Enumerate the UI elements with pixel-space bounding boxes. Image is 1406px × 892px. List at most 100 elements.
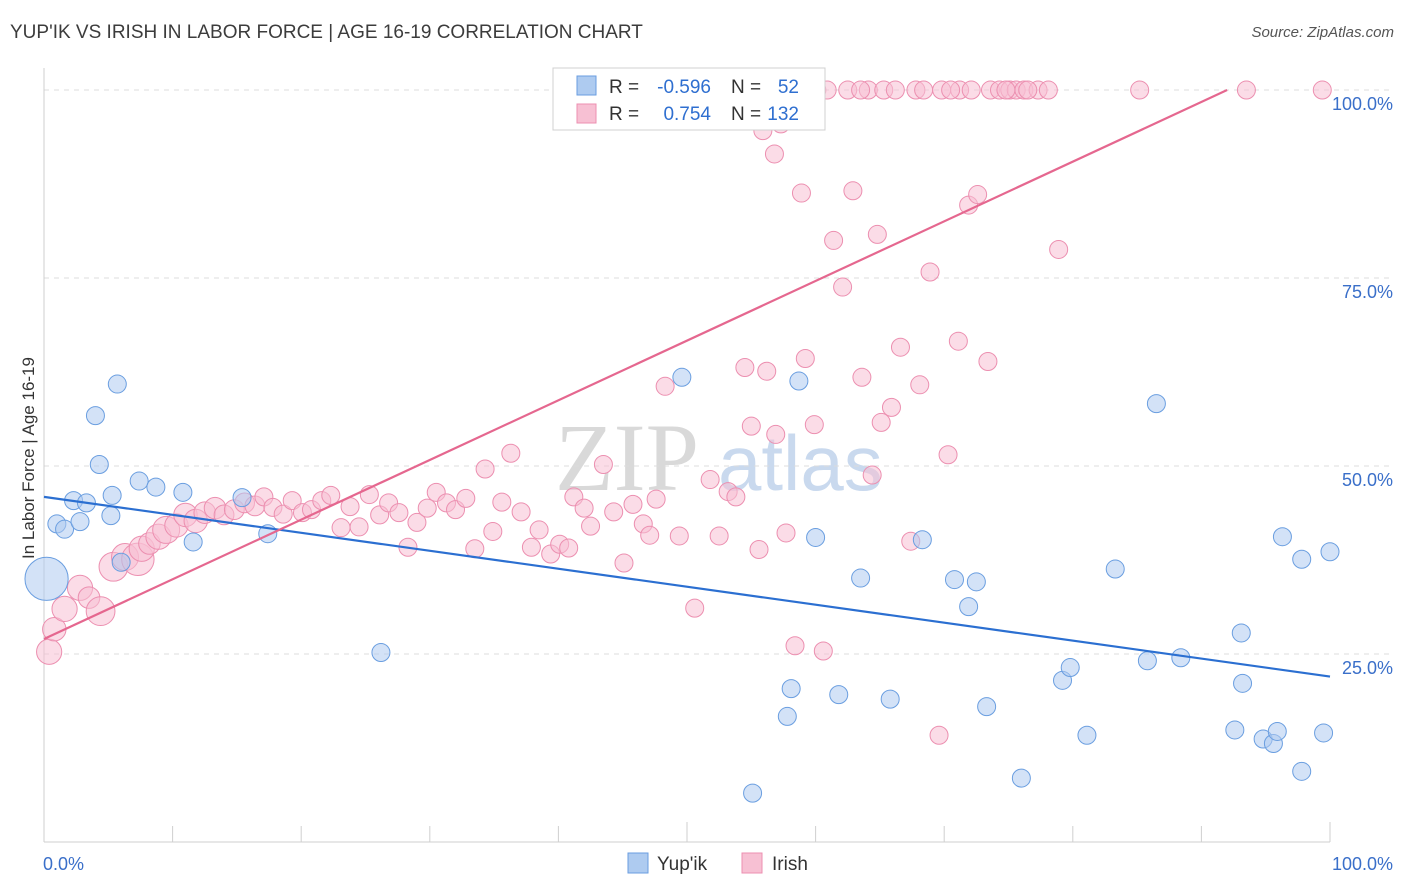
irish-point [851, 80, 871, 100]
irish-point [996, 80, 1016, 100]
legend-n-label-irish: N = [731, 104, 761, 125]
watermark-atlas: atlas [718, 419, 883, 507]
irish-point [741, 416, 761, 436]
irish-point [685, 598, 705, 618]
legend-r-label-irish: R = [609, 104, 639, 125]
chart-title: YUP'IK VS IRISH IN LABOR FORCE | AGE 16-… [10, 22, 643, 43]
irish-point [273, 504, 293, 524]
irish-point [417, 498, 437, 518]
yupik-point [851, 568, 871, 588]
irish-point [1312, 80, 1332, 100]
irish-point [511, 502, 531, 522]
irish-point [349, 517, 369, 537]
irish-point [321, 485, 341, 505]
yupik-point [232, 488, 252, 508]
yupik-point [1267, 721, 1287, 741]
irish-point [843, 181, 863, 201]
yupik-point [1233, 673, 1253, 693]
irish-point [559, 538, 579, 558]
irish-point [655, 376, 675, 396]
yupik-point [806, 527, 826, 547]
yupik-point [789, 371, 809, 391]
axes [43, 68, 1331, 843]
yupik-point [1137, 651, 1157, 671]
irish-point [885, 80, 905, 100]
irish-point [726, 487, 746, 507]
yupik-point [146, 477, 166, 497]
yupik-point [672, 367, 692, 387]
irish-point [910, 375, 930, 395]
irish-point [669, 526, 689, 546]
irish-point [785, 636, 805, 656]
irish-point [700, 470, 720, 490]
irish-point [331, 518, 351, 538]
y-tick-label: 25.0% [1342, 658, 1393, 678]
irish-point [475, 459, 495, 479]
yupik-point [101, 506, 121, 526]
irish-point [614, 553, 634, 573]
irish-point [852, 367, 872, 387]
yupik-point [89, 455, 109, 475]
y-tick-label: 75.0% [1342, 282, 1393, 302]
irish-point [483, 521, 503, 541]
irish-point [1018, 80, 1038, 100]
legend-swatch-irish [576, 103, 597, 124]
irish-point [776, 523, 796, 543]
irish-point [640, 525, 660, 545]
yupik-point [1011, 768, 1031, 788]
series-legend-label-irish: Irish [772, 854, 808, 875]
y-tick-label: 50.0% [1342, 470, 1393, 490]
yupik-point [102, 485, 122, 505]
irish-point [646, 489, 666, 509]
irish-point [574, 498, 594, 518]
irish-point [407, 512, 427, 532]
x-axis-min-label: 0.0% [43, 854, 84, 874]
y-tick-labels: 25.0% 50.0% 75.0% 100.0% [1332, 94, 1393, 678]
irish-point [824, 230, 844, 250]
yupik-point [959, 597, 979, 617]
irish-point [871, 412, 891, 432]
yupik-point [70, 512, 90, 532]
yupik-point [966, 572, 986, 592]
irish-point [890, 337, 910, 357]
irish-point [492, 492, 512, 512]
irish-point [978, 351, 998, 371]
yupik-point [829, 685, 849, 705]
legend-swatch-yupik [576, 75, 597, 96]
yupik-point [1060, 658, 1080, 678]
y-tick-label: 100.0% [1332, 94, 1393, 114]
legend-n-label-yupik: N = [731, 77, 761, 98]
yupik-point [1225, 720, 1245, 740]
yupik-point [1292, 761, 1312, 781]
legend-r-value-irish: 0.754 [663, 104, 711, 125]
irish-point [709, 526, 729, 546]
irish-point [51, 595, 78, 622]
y-axis-title: In Labor Force | Age 16-19 [19, 357, 38, 559]
series-legend-swatch-yupik [627, 852, 649, 874]
irish-point [593, 455, 613, 475]
yupik-trend-line [43, 495, 1331, 678]
yupik-point [1314, 723, 1334, 743]
irish-point [833, 277, 853, 297]
irish-point [465, 539, 485, 559]
irish-point [791, 183, 811, 203]
irish-point [529, 520, 549, 540]
irish-trend-line [43, 89, 1228, 640]
legend-n-value-irish: 132 [767, 104, 799, 125]
legend-box [552, 67, 826, 131]
irish-point [36, 638, 63, 665]
irish-point [749, 539, 769, 559]
yupik-point [1231, 623, 1251, 643]
irish-point [501, 443, 521, 463]
irish-point [521, 537, 541, 557]
legend-r-label-yupik: R = [609, 77, 639, 98]
yupik-point [107, 374, 127, 394]
yupik-point [977, 697, 997, 717]
irish-point [1038, 80, 1058, 100]
yupik-point [912, 530, 932, 550]
irish-point [735, 358, 755, 378]
yupik-point [1320, 542, 1340, 562]
irish-point [581, 516, 601, 536]
irish-point [389, 503, 409, 523]
